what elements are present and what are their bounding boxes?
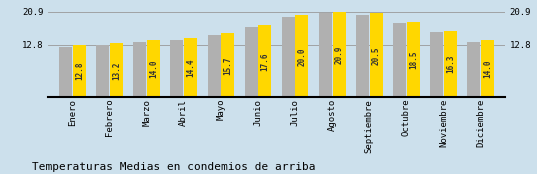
Text: 14.0: 14.0 <box>483 60 492 78</box>
Bar <box>356 15 369 97</box>
Text: 15.7: 15.7 <box>223 56 233 74</box>
Bar <box>319 13 332 97</box>
Bar <box>110 43 123 97</box>
Bar <box>369 13 383 97</box>
Bar <box>295 15 308 97</box>
Text: 16.3: 16.3 <box>446 55 455 73</box>
Bar <box>393 23 406 97</box>
Bar <box>332 12 346 97</box>
Bar <box>59 47 72 97</box>
Text: 12.8: 12.8 <box>75 62 84 80</box>
Text: 13.2: 13.2 <box>112 61 121 80</box>
Text: 17.6: 17.6 <box>260 52 270 71</box>
Text: Temperaturas Medias en condemios de arriba: Temperaturas Medias en condemios de arri… <box>32 162 316 172</box>
Text: 14.4: 14.4 <box>186 59 195 77</box>
Bar <box>207 35 221 97</box>
Text: 20.5: 20.5 <box>372 46 381 65</box>
Bar <box>147 40 160 97</box>
Bar <box>430 32 443 97</box>
Text: 20.9: 20.9 <box>335 45 344 64</box>
Text: 18.5: 18.5 <box>409 50 418 69</box>
Bar <box>133 42 146 97</box>
Text: 20.0: 20.0 <box>297 47 307 66</box>
Bar <box>467 42 480 97</box>
Text: 14.0: 14.0 <box>149 60 158 78</box>
Bar <box>73 45 86 97</box>
Bar <box>407 22 420 97</box>
Bar <box>282 17 295 97</box>
Bar <box>170 40 184 97</box>
Bar <box>96 45 109 97</box>
Bar <box>258 25 271 97</box>
Bar <box>221 33 234 97</box>
Bar <box>184 38 197 97</box>
Bar <box>481 40 494 97</box>
Bar <box>444 31 457 97</box>
Bar <box>245 27 258 97</box>
